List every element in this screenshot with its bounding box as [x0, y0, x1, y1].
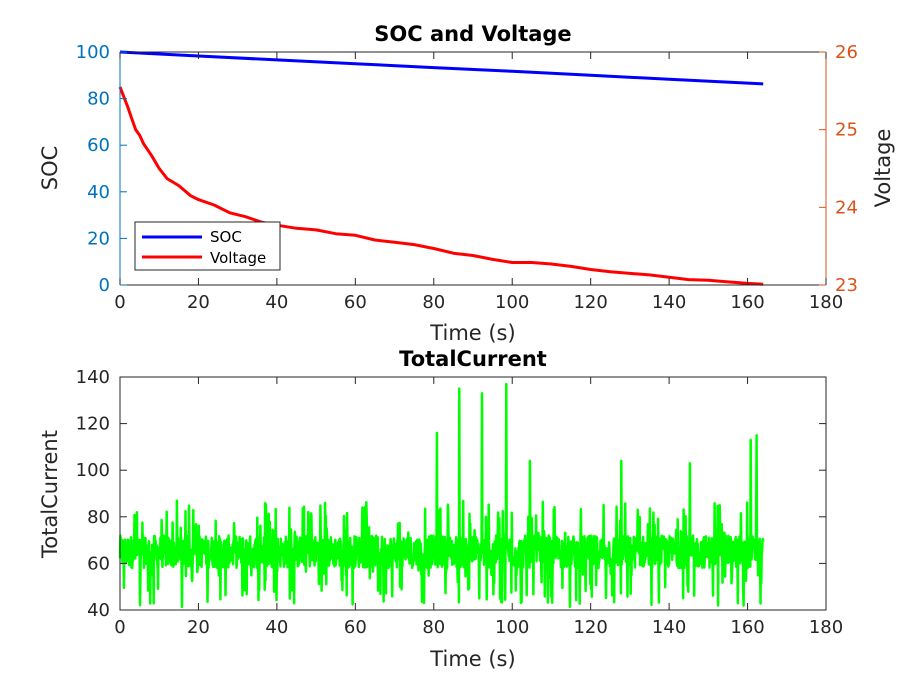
bottom-x-tick-label: 20 [187, 617, 210, 638]
series-line-soc [119, 50, 764, 86]
top-x-tick-label: 40 [265, 292, 288, 313]
bottom-y-tick-label: 60 [87, 553, 110, 574]
total-current-title: TotalCurrent [399, 347, 547, 371]
soc-y-axis-label: SOC [38, 146, 62, 191]
bottom-y-tick-label: 120 [76, 414, 110, 435]
bottom-x-tick-label: 160 [730, 617, 764, 638]
series-line-voltage [118, 86, 764, 286]
bottom-x-tick-label: 100 [495, 617, 529, 638]
top-x-tick-label: 180 [809, 292, 843, 313]
top-x-tick-label: 160 [730, 292, 764, 313]
top-x-tick-label: 100 [495, 292, 529, 313]
bottom-x-tick-label: 40 [265, 617, 288, 638]
soc-voltage-axes: 0 20 40 60 80 100 120 140 160 180 0 20 40 60 80 100 23 24… [76, 42, 858, 313]
total-current-series-layer [118, 382, 765, 609]
bottom-x-tick-label: 180 [809, 617, 843, 638]
total-current-y-axis-label: TotalCurrent [38, 430, 62, 559]
bottom-y-tick-label: 40 [87, 600, 110, 621]
soc-y-tick-label: 80 [87, 89, 110, 110]
bottom-y-tick-label: 80 [87, 507, 110, 528]
soc-voltage-chart: SOC and Voltage 0 20 40 60 80 100 120 140 160 180… [38, 22, 895, 345]
total-current-plot-area [120, 377, 826, 610]
series-line-totalcurrent [118, 382, 765, 609]
legend-soc-label: SOC [210, 228, 242, 246]
soc-y-tick-label: 60 [87, 135, 110, 156]
voltage-y-tick-label: 23 [835, 275, 858, 296]
bottom-x-tick-label: 120 [573, 617, 607, 638]
bottom-y-tick-label: 140 [76, 367, 110, 388]
soc-voltage-title: SOC and Voltage [374, 22, 571, 46]
top-x-tick-label: 140 [652, 292, 686, 313]
voltage-y-tick-label: 25 [835, 120, 858, 141]
bottom-x-tick-label: 0 [114, 617, 125, 638]
total-current-x-axis-label: Time (s) [429, 647, 515, 671]
soc-y-tick-label: 20 [87, 228, 110, 249]
total-current-chart: TotalCurrent 0 20 40 60 80 100 120 140 160 180 40 6… [38, 347, 843, 671]
voltage-y-tick-label: 26 [835, 42, 858, 63]
soc-y-tick-label: 0 [99, 275, 110, 296]
legend-voltage-label: Voltage [210, 249, 266, 267]
bottom-x-tick-label: 80 [422, 617, 445, 638]
total-current-axes-box [119, 376, 827, 611]
soc-y-tick-label: 100 [76, 42, 110, 63]
voltage-y-axis-label: Voltage [871, 129, 895, 208]
top-x-tick-label: 120 [573, 292, 607, 313]
legend: SOC Voltage [134, 221, 281, 271]
total-current-axes: 0 20 40 60 80 100 120 140 160 180 40 60 80 100 120 140 [76, 367, 844, 638]
top-x-tick-label: 60 [344, 292, 367, 313]
bottom-x-tick-label: 60 [344, 617, 367, 638]
top-x-tick-label: 0 [114, 292, 125, 313]
bottom-x-tick-label: 140 [652, 617, 686, 638]
voltage-y-tick-label: 24 [835, 197, 858, 218]
top-x-tick-label: 20 [187, 292, 210, 313]
bottom-y-tick-label: 100 [76, 460, 110, 481]
soc-voltage-series-layer [118, 50, 764, 286]
top-x-tick-label: 80 [422, 292, 445, 313]
legend-box [134, 221, 281, 271]
soc-voltage-x-axis-label: Time (s) [429, 321, 515, 345]
soc-y-tick-label: 40 [87, 182, 110, 203]
